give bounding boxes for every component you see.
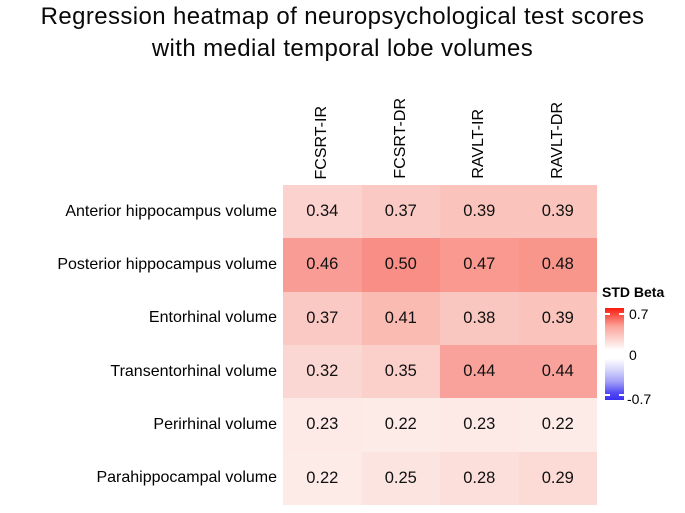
column-header-label: FCSRT-IR bbox=[313, 105, 331, 179]
heatmap-cell: 0.39 bbox=[518, 185, 597, 239]
row-label-perirhinal: Perirhinal volume bbox=[153, 415, 277, 433]
heatmap-cell: 0.22 bbox=[283, 451, 362, 505]
row-label-posterior-hippocampus: Posterior hippocampus volume bbox=[57, 255, 277, 273]
column-header-ravlt-ir: RAVLT-IR bbox=[440, 76, 519, 179]
heatmap-cell: 0.25 bbox=[361, 451, 440, 505]
colorbar-tick-mark bbox=[619, 313, 624, 315]
heatmap-cell: 0.41 bbox=[361, 291, 440, 345]
heatmap-cell: 0.23 bbox=[440, 398, 519, 452]
heatmap-cell: 0.39 bbox=[518, 291, 597, 345]
legend-title: STD Beta bbox=[602, 284, 665, 300]
heatmap-cell: 0.22 bbox=[518, 398, 597, 452]
heatmap-cell: 0.32 bbox=[283, 344, 362, 399]
heatmap-cell: 0.29 bbox=[518, 451, 597, 505]
heatmap-cell: 0.39 bbox=[440, 185, 519, 239]
legend-tick-max: 0.7 bbox=[629, 306, 649, 322]
heatmap-cell: 0.34 bbox=[283, 185, 362, 239]
heatmap-cell: 0.44 bbox=[440, 344, 519, 399]
heatmap-cell: 0.38 bbox=[440, 291, 519, 345]
legend-tick-min: -0.7 bbox=[627, 391, 652, 407]
column-header-ravlt-dr: RAVLT-DR bbox=[519, 76, 598, 179]
legend-tick-zero: 0 bbox=[629, 347, 637, 363]
heatmap-cell: 0.48 bbox=[518, 238, 597, 292]
chart-title: Regression heatmap of neuropsychological… bbox=[0, 1, 685, 65]
colorbar-tick-mark bbox=[605, 394, 610, 396]
column-header-fcsrt-ir: FCSRT-IR bbox=[283, 76, 362, 179]
column-header-label: RAVLT-IR bbox=[470, 109, 488, 179]
chart-title-line1: Regression heatmap of neuropsychological… bbox=[40, 3, 645, 30]
heatmap-cell: 0.22 bbox=[361, 398, 440, 452]
heatmap-cell: 0.47 bbox=[440, 238, 519, 292]
heatmap-cell: 0.37 bbox=[283, 291, 362, 345]
heatmap-cell: 0.35 bbox=[361, 344, 440, 399]
chart-title-line2: with medial temporal lobe volumes bbox=[151, 35, 534, 62]
heatmap-cell: 0.46 bbox=[283, 238, 362, 292]
column-header-fcsrt-dr: FCSRT-DR bbox=[362, 76, 441, 179]
heatmap-grid: 0.34 0.37 0.39 0.39 0.46 0.50 0.47 0.48 … bbox=[283, 185, 597, 505]
column-header-label: FCSRT-DR bbox=[391, 98, 409, 179]
row-label-parahippocampal: Parahippocampal volume bbox=[96, 469, 277, 487]
colorbar-tick-mark bbox=[619, 394, 624, 396]
heatmap-cell: 0.23 bbox=[283, 398, 362, 452]
legend-colorbar bbox=[605, 308, 624, 400]
row-label-transentorhinal: Transentorhinal volume bbox=[110, 362, 277, 380]
heatmap-cell: 0.44 bbox=[518, 344, 597, 399]
colorbar-tick-mark bbox=[605, 313, 610, 315]
column-header-label: RAVLT-DR bbox=[548, 102, 566, 179]
row-label-anterior-hippocampus: Anterior hippocampus volume bbox=[65, 202, 277, 220]
heatmap-cell: 0.50 bbox=[361, 238, 440, 292]
heatmap-cell: 0.28 bbox=[440, 451, 519, 505]
row-label-entorhinal: Entorhinal volume bbox=[148, 309, 277, 327]
heatmap-cell: 0.37 bbox=[361, 185, 440, 239]
